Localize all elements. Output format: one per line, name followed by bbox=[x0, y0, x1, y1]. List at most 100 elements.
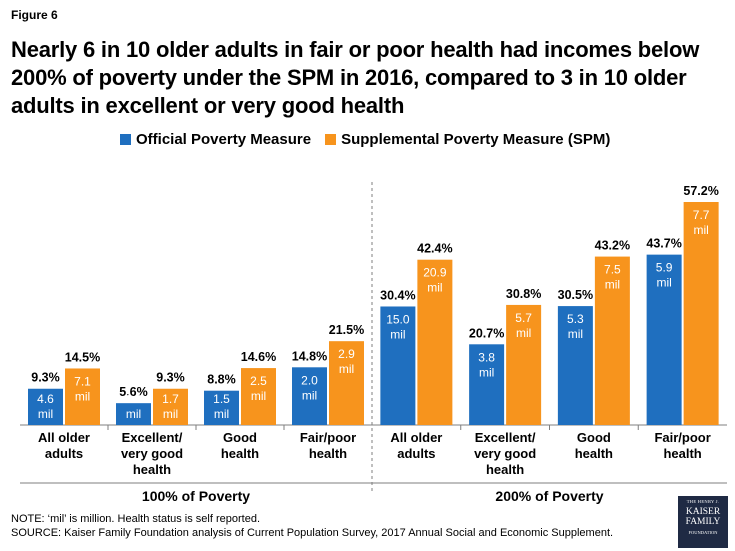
category-label: Good bbox=[223, 430, 257, 445]
data-label-millions: mil bbox=[75, 389, 90, 403]
logo-line-2b: FAMILY bbox=[685, 517, 721, 527]
legend-item-spm: Supplemental Poverty Measure (SPM) bbox=[325, 131, 610, 148]
category-label: Excellent/ bbox=[475, 430, 536, 445]
data-label-millions: 7.5 bbox=[604, 263, 621, 277]
category-label: health bbox=[486, 462, 524, 477]
category-label: Excellent/ bbox=[122, 430, 183, 445]
group-label: 100% of Poverty bbox=[142, 488, 250, 504]
data-label-millions: 4.6 bbox=[37, 392, 54, 406]
category-label: very good bbox=[121, 446, 183, 461]
legend-item-official: Official Poverty Measure bbox=[120, 131, 311, 148]
bar-spm bbox=[506, 304, 542, 425]
bar-official bbox=[28, 388, 63, 425]
bar-official bbox=[469, 344, 505, 425]
data-label-millions: mil bbox=[38, 407, 53, 421]
bar-spm bbox=[329, 341, 364, 425]
data-label-percent: 14.6% bbox=[241, 350, 276, 364]
data-label-millions: mil bbox=[693, 223, 708, 237]
data-label-percent: 43.2% bbox=[595, 239, 630, 253]
bar-official bbox=[380, 306, 416, 425]
category-label: health bbox=[575, 446, 613, 461]
data-label-millions: 2.5 bbox=[250, 374, 267, 388]
data-label-millions: 5.3 bbox=[567, 312, 584, 326]
data-label-percent: 5.6% bbox=[119, 385, 148, 399]
data-label-percent: 14.8% bbox=[292, 349, 327, 363]
data-label-millions: mil bbox=[251, 389, 266, 403]
bar-official bbox=[292, 367, 327, 425]
data-label-millions: 5.9 bbox=[656, 261, 673, 275]
data-label-millions: 7.7 bbox=[693, 208, 710, 222]
legend-swatch-official bbox=[120, 133, 131, 145]
bar-spm bbox=[417, 259, 453, 425]
data-label-percent: 9.3% bbox=[31, 371, 60, 385]
category-label: Good bbox=[577, 430, 611, 445]
category-label: Fair/poor bbox=[300, 430, 356, 445]
bar-spm bbox=[153, 388, 188, 425]
bar-official bbox=[646, 254, 682, 425]
data-label-percent: 21.5% bbox=[329, 323, 364, 337]
data-label-percent: 43.7% bbox=[646, 237, 681, 251]
data-label-millions: 7.1 bbox=[74, 374, 91, 388]
figure-label: Figure 6 bbox=[11, 8, 58, 22]
legend-swatch-spm bbox=[325, 133, 337, 145]
data-label-millions: mil bbox=[390, 327, 405, 341]
data-label-millions: mil bbox=[479, 365, 494, 379]
data-label-millions: 15.0 bbox=[386, 312, 410, 326]
data-label-percent: 14.5% bbox=[65, 350, 100, 364]
data-label-millions: 5.7 bbox=[515, 311, 532, 325]
bar-spm bbox=[683, 202, 719, 425]
data-label-percent: 42.4% bbox=[417, 242, 452, 256]
data-label-millions: 2.0 bbox=[301, 373, 318, 387]
data-label-millions: mil bbox=[302, 388, 317, 402]
data-label-millions: mil bbox=[516, 326, 531, 340]
bar-official bbox=[204, 390, 239, 425]
data-label-millions: mil bbox=[427, 281, 442, 295]
data-label-millions: mil bbox=[656, 276, 671, 290]
data-label-millions: mil bbox=[568, 327, 583, 341]
data-label-millions: 2.9 bbox=[338, 347, 355, 361]
logo-line-2a: KAISER bbox=[685, 506, 721, 517]
category-label: All older bbox=[38, 430, 90, 445]
category-label: All older bbox=[390, 430, 442, 445]
logo-line-3: FOUNDATION bbox=[688, 529, 718, 535]
category-label: very good bbox=[474, 446, 536, 461]
data-label-percent: 30.5% bbox=[558, 288, 593, 302]
data-label-millions: 20.9 bbox=[423, 266, 447, 280]
group-label: 200% of Poverty bbox=[495, 488, 603, 504]
data-label-percent: 8.8% bbox=[207, 373, 236, 387]
data-label-millions: mil bbox=[214, 407, 229, 421]
legend: Official Poverty Measure Supplemental Po… bbox=[120, 130, 624, 148]
data-label-millions: mil bbox=[605, 278, 620, 292]
data-label-percent: 30.4% bbox=[380, 288, 415, 302]
chart-title: Nearly 6 in 10 older adults in fair or p… bbox=[11, 37, 700, 118]
legend-label-spm: Supplemental Poverty Measure (SPM) bbox=[341, 130, 611, 148]
data-label-millions: 1.0 bbox=[125, 392, 142, 406]
data-label-percent: 9.3% bbox=[156, 371, 185, 385]
data-label-percent: 30.8% bbox=[506, 287, 541, 301]
category-label: health bbox=[663, 446, 701, 461]
legend-label-official: Official Poverty Measure bbox=[136, 130, 312, 148]
data-label-millions: 1.7 bbox=[162, 392, 179, 406]
data-label-percent: 57.2% bbox=[683, 184, 718, 198]
data-label-millions: mil bbox=[163, 407, 178, 421]
data-label-millions: mil bbox=[339, 362, 354, 376]
bar-official bbox=[557, 306, 593, 425]
category-label: adults bbox=[397, 446, 435, 461]
category-label: Fair/poor bbox=[654, 430, 710, 445]
bar-spm bbox=[594, 256, 630, 425]
data-label-millions: 1.5 bbox=[213, 392, 230, 406]
bar-spm bbox=[241, 368, 276, 425]
bar-official bbox=[116, 403, 151, 425]
data-label-percent: 20.7% bbox=[469, 326, 504, 340]
data-label-millions: 3.8 bbox=[478, 350, 495, 364]
logo-line-1: THE HENRY J. bbox=[686, 499, 720, 504]
note-text: NOTE: ‘mil’ is million. Health status is… bbox=[11, 513, 260, 525]
data-label-millions: mil bbox=[126, 407, 141, 421]
kff-logo: THE HENRY J. KAISER FAMILY FOUNDATION bbox=[678, 496, 728, 548]
bar-spm bbox=[65, 368, 100, 425]
category-label: health bbox=[221, 446, 259, 461]
category-label: health bbox=[309, 446, 347, 461]
source-text: SOURCE: Kaiser Family Foundation analysi… bbox=[11, 527, 614, 539]
category-label: health bbox=[133, 462, 171, 477]
